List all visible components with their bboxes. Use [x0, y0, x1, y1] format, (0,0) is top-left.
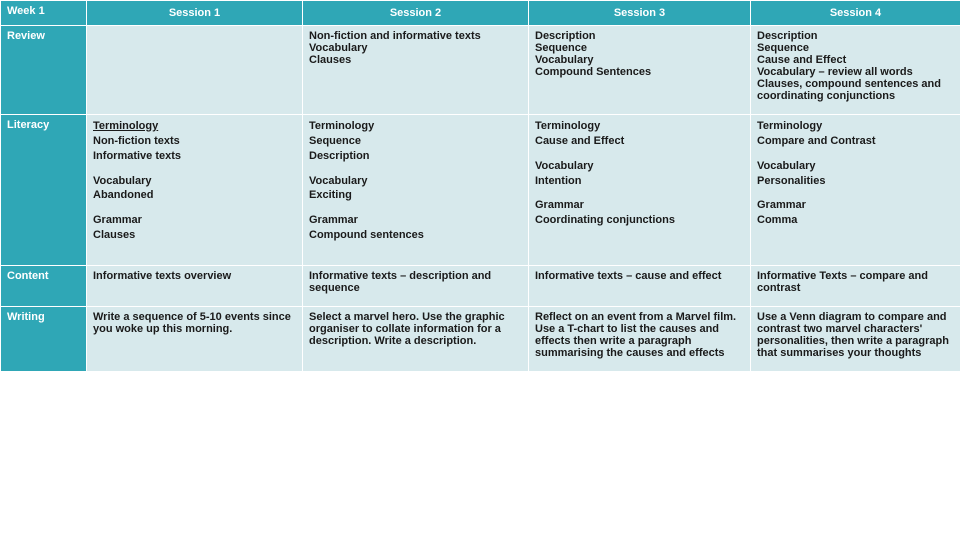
writing-s4: Use a Venn diagram to compare and contra… [751, 306, 960, 371]
curriculum-table: Week 1 Session 1 Session 2 Session 3 Ses… [0, 0, 960, 372]
writing-s1: Write a sequence of 5-10 events since yo… [87, 306, 303, 371]
lit-s1-g2-head: Vocabulary [93, 175, 152, 187]
review-s1 [87, 26, 303, 115]
review-s2: Non-fiction and informative texts Vocabu… [303, 26, 529, 115]
lit-s2-g3-body: Compound sentences [309, 229, 424, 241]
lit-s2-g1-head: Terminology [309, 120, 374, 132]
lit-s1-g1-body: Non-fiction texts Informative texts [93, 135, 181, 162]
writing-s2: Select a marvel hero. Use the graphic or… [303, 306, 529, 371]
literacy-s2: Terminology Sequence Description Vocabula… [303, 115, 529, 266]
col-session-2: Session 2 [303, 1, 529, 26]
content-s1: Informative texts overview [87, 265, 303, 306]
writing-s3: Reflect on an event from a Marvel film. … [529, 306, 751, 371]
col-session-1: Session 1 [87, 1, 303, 26]
lit-s3-g2-body: Intention [535, 175, 581, 187]
row-literacy-label: Literacy [1, 115, 87, 266]
lit-s2-g2-head: Vocabulary [309, 175, 368, 187]
lit-s2-g3-head: Grammar [309, 214, 358, 226]
row-literacy: Literacy Terminology Non-fiction texts In… [1, 115, 960, 266]
row-review: Review Non-fiction and informative texts… [1, 26, 960, 115]
lit-s3-g1-head: Terminology [535, 120, 600, 132]
literacy-s1: Terminology Non-fiction texts Informative… [87, 115, 303, 266]
lit-s4-g3-body: Comma [757, 214, 797, 226]
lit-s1-g3-body: Clauses [93, 229, 135, 241]
row-writing-label: Writing [1, 306, 87, 371]
lit-s1-g1-head: Terminology [93, 120, 158, 132]
lit-s4-g2-body: Personalities [757, 175, 825, 187]
lit-s4-g1-body: Compare and Contrast [757, 135, 876, 147]
col-week: Week 1 [1, 1, 87, 26]
content-s3: Informative texts – cause and effect [529, 265, 751, 306]
header-row: Week 1 Session 1 Session 2 Session 3 Ses… [1, 1, 960, 26]
lit-s4-g2-head: Vocabulary [757, 160, 816, 172]
review-s4: Description Sequence Cause and Effect Vo… [751, 26, 960, 115]
col-session-4: Session 4 [751, 1, 960, 26]
row-writing: Writing Write a sequence of 5-10 events … [1, 306, 960, 371]
row-review-label: Review [1, 26, 87, 115]
col-session-3: Session 3 [529, 1, 751, 26]
literacy-s4: Terminology Compare and Contrast Vocabula… [751, 115, 960, 266]
lit-s3-g3-head: Grammar [535, 199, 584, 211]
content-s4: Informative Texts – compare and contrast [751, 265, 960, 306]
lit-s2-g1-body: Sequence Description [309, 135, 370, 162]
lit-s2-g2-body: Exciting [309, 189, 352, 201]
lit-s4-g3-head: Grammar [757, 199, 806, 211]
lit-s1-g3-head: Grammar [93, 214, 142, 226]
lit-s3-g1-body: Cause and Effect [535, 135, 624, 147]
lit-s1-g2-body: Abandoned [93, 189, 154, 201]
lit-s4-g1-head: Terminology [757, 120, 822, 132]
literacy-s3: Terminology Cause and Effect Vocabulary In… [529, 115, 751, 266]
row-content-label: Content [1, 265, 87, 306]
review-s3: Description Sequence Vocabulary Compound… [529, 26, 751, 115]
row-content: Content Informative texts overview Infor… [1, 265, 960, 306]
lit-s3-g3-body: Coordinating conjunctions [535, 214, 675, 226]
content-s2: Informative texts – description and sequ… [303, 265, 529, 306]
lit-s3-g2-head: Vocabulary [535, 160, 594, 172]
